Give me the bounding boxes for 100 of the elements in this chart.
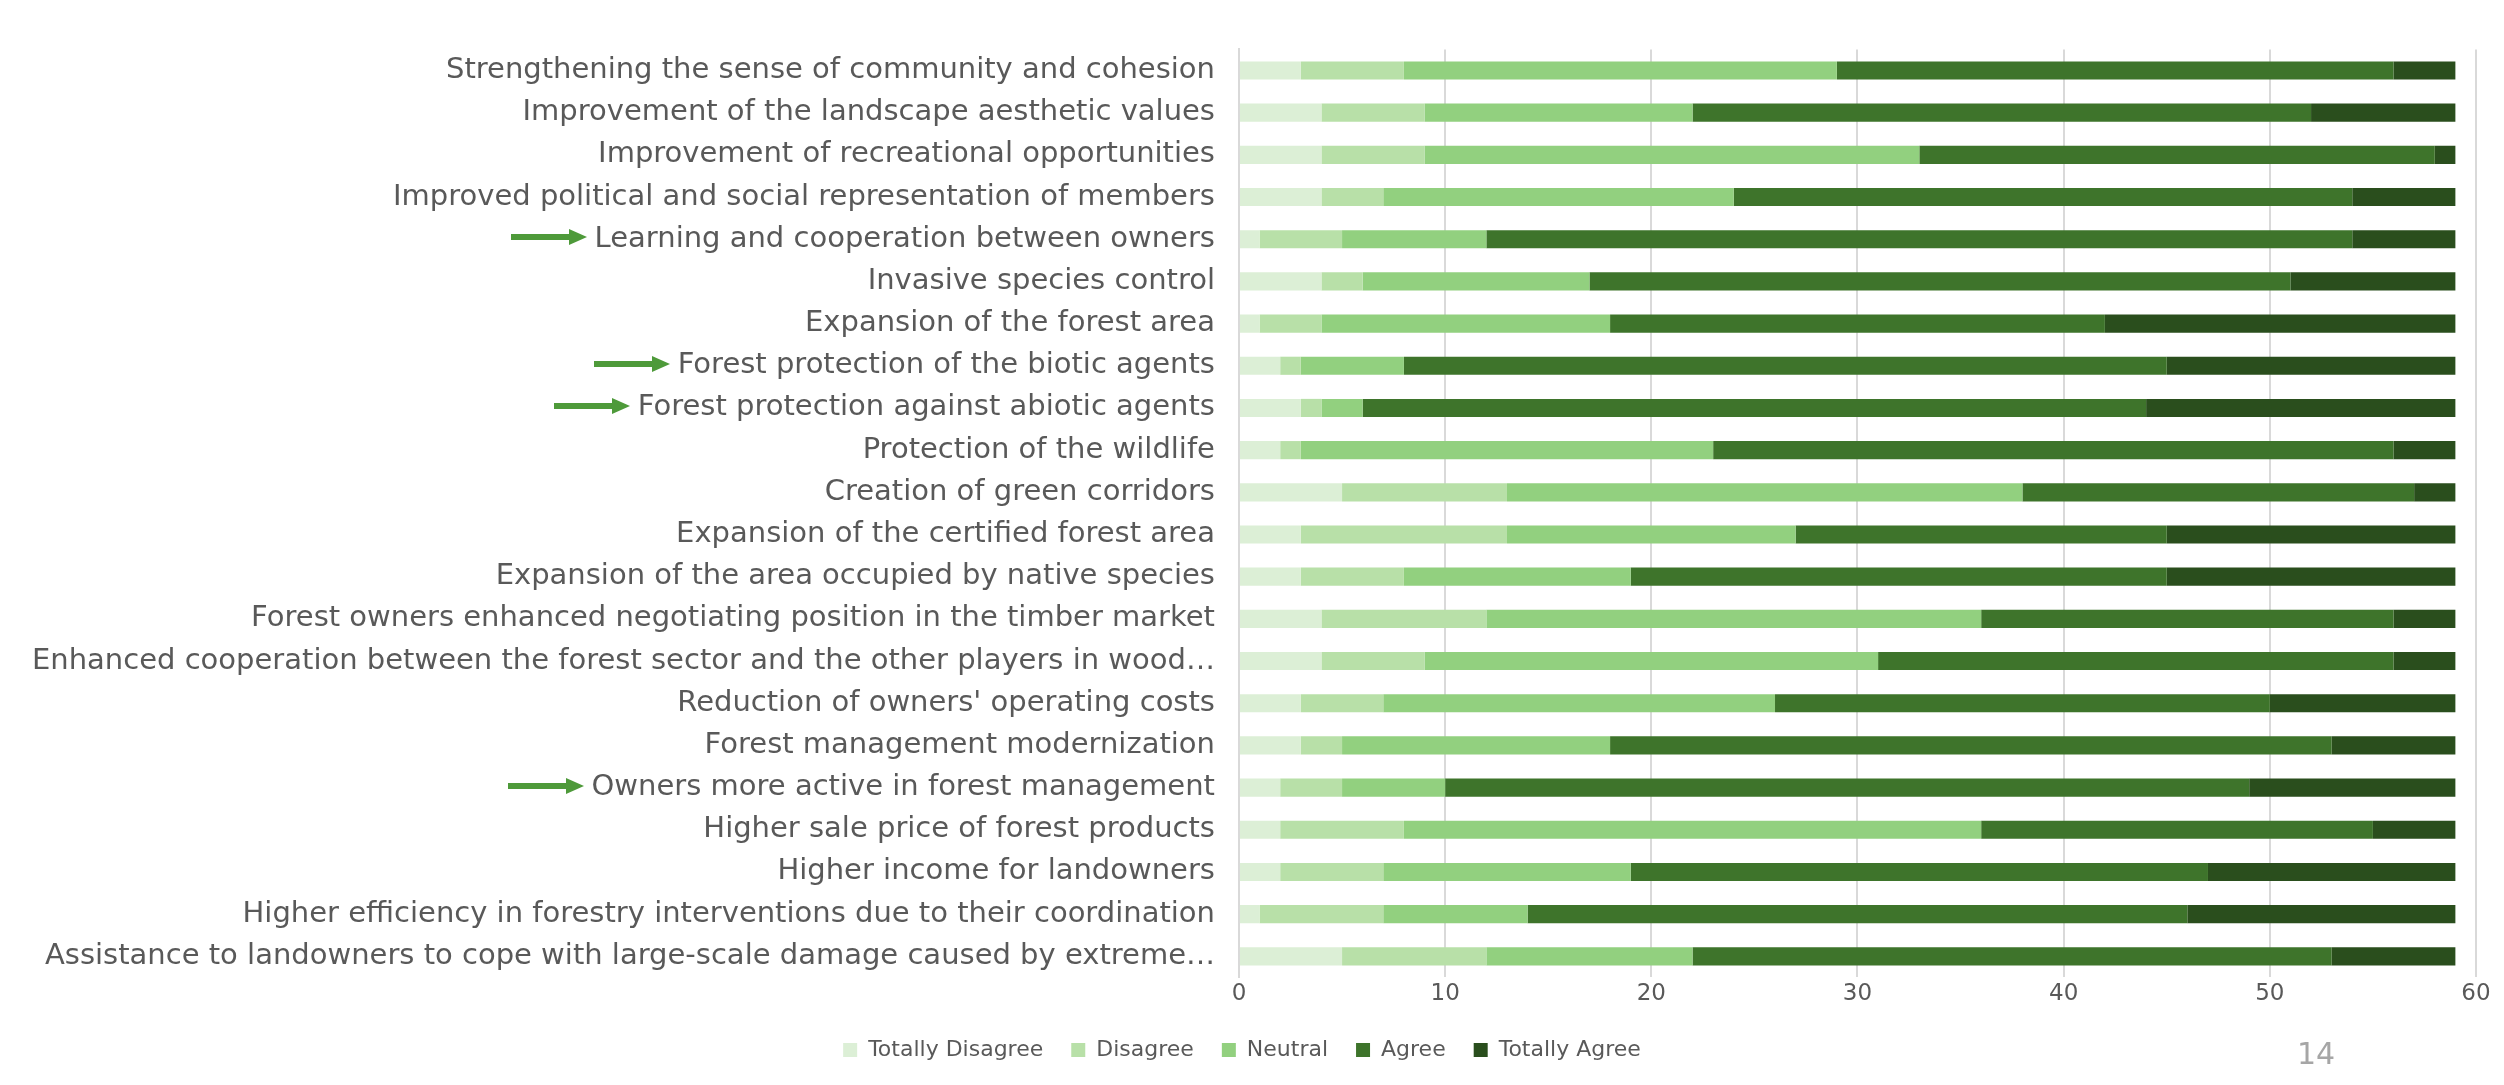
bar (1239, 947, 1343, 966)
bar (1403, 356, 2167, 375)
y-tick-label: Assistance to landowners to cope with large-scale damage caused by extreme… (45, 936, 1215, 971)
bar (2166, 525, 2456, 544)
bar (2249, 778, 2456, 797)
bar (1424, 103, 1693, 122)
bar (1342, 947, 1487, 966)
y-tick-label: Owners more active in forest management (591, 768, 1215, 803)
bar (1403, 61, 1837, 80)
text: 14 (2296, 1035, 2336, 1071)
bar (1300, 694, 1384, 713)
bar (1342, 230, 1487, 249)
bar (1239, 694, 1301, 713)
bar (1383, 694, 1776, 713)
x-tick-label: 40 (2049, 979, 2079, 1006)
bar (1506, 525, 1796, 544)
bar (1239, 230, 1260, 249)
bar (1300, 525, 1507, 544)
bar (2104, 314, 2456, 333)
bar (1342, 778, 1446, 797)
bar (1383, 905, 1528, 924)
y-tick-label: Creation of green corridors (824, 472, 1215, 507)
bar (1383, 187, 1734, 207)
bar (1239, 567, 1301, 586)
y-tick-label: Forest owners enhanced negotiating position in the timber market (251, 599, 1215, 634)
bar (1280, 862, 1384, 882)
bar (1239, 820, 1281, 839)
bar (2166, 567, 2456, 586)
bar (2393, 609, 2456, 628)
x-tick-label: 50 (2255, 979, 2285, 1006)
bar (1610, 314, 2105, 333)
y-tick-label: Learning and cooperation between owners (594, 219, 1215, 254)
bar (1321, 145, 1425, 164)
bar (2414, 483, 2456, 502)
bar (1424, 145, 1920, 164)
y-tick-label: Expansion of the forest area (804, 304, 1215, 339)
bar (2290, 272, 2456, 291)
bar (2146, 398, 2456, 418)
bar (2393, 651, 2456, 671)
bar (1342, 483, 1507, 502)
bar (2207, 862, 2456, 882)
y-tick-label: Improvement of the landscape aesthetic values (522, 93, 1215, 128)
bar (1630, 567, 2167, 586)
bar (1981, 820, 2373, 839)
bar (2187, 905, 2456, 924)
legend-label: Disagree (1096, 1035, 1194, 1061)
bar (1506, 483, 2023, 502)
y-tick-label: Higher sale price of forest products (703, 810, 1215, 845)
bar (1527, 905, 2188, 924)
y-tick-label: Expansion of the certified forest area (676, 515, 1215, 550)
bar (1630, 862, 2208, 882)
bar (1259, 905, 1384, 924)
x-tick-label: 30 (1842, 979, 1873, 1006)
bar (2434, 145, 2456, 164)
bar (1259, 314, 1322, 333)
legend-label: Totally Agree (1497, 1035, 1641, 1061)
y-tick-label: Strengthening the sense of community and cohesion (446, 51, 1215, 86)
bar (2393, 441, 2456, 460)
y-tick-label: Improvement of recreational opportunities (598, 135, 1215, 170)
bar (1239, 61, 1301, 80)
bar (1362, 272, 1590, 291)
bar (1981, 609, 2394, 628)
bar (1610, 736, 2332, 755)
bar (1239, 356, 1281, 375)
bar (1239, 145, 1322, 164)
bar (1878, 651, 2394, 671)
bar (1239, 651, 1322, 671)
legend-label: Totally Disagree (867, 1035, 1044, 1061)
bar (1239, 441, 1281, 460)
bar (1300, 356, 1404, 375)
y-tick-label: Improved political and social representation of members (393, 177, 1215, 212)
x-tick-label: 0 (1231, 979, 1247, 1006)
y-tick-label: Protection of the wildlife (862, 430, 1215, 465)
bar (2269, 694, 2456, 713)
bar (1383, 862, 1631, 882)
bar (1280, 441, 1301, 460)
bar (1775, 694, 2270, 713)
bar (1259, 230, 1343, 249)
x-tick-label: 60 (2461, 979, 2491, 1006)
y-tick-label: Higher income for landowners (777, 852, 1215, 887)
y-tick-label: Reduction of owners' operating costs (677, 683, 1215, 718)
y-tick-label: Forest management modernization (704, 725, 1215, 760)
bar (2372, 820, 2456, 839)
bar (1486, 609, 1982, 628)
y-tick-label: Higher efficiency in forestry interventions due to their coordination (242, 894, 1215, 929)
bar (1239, 905, 1260, 924)
bar (1321, 187, 1384, 207)
bar (1445, 778, 2250, 797)
bar (1321, 609, 1487, 628)
bar (1280, 778, 1343, 797)
bar (1424, 651, 1879, 671)
bar (1713, 441, 2394, 460)
bar (1589, 272, 2291, 291)
bar (1239, 314, 1260, 333)
bar (1919, 145, 2435, 164)
bar (1733, 187, 2353, 207)
y-tick-label: Enhanced cooperation between the forest sector and the other players in wood… (32, 641, 1215, 676)
y-tick-label: Expansion of the area occupied by native species (495, 557, 1215, 592)
bar (1300, 398, 1322, 418)
bar (2022, 483, 2415, 502)
